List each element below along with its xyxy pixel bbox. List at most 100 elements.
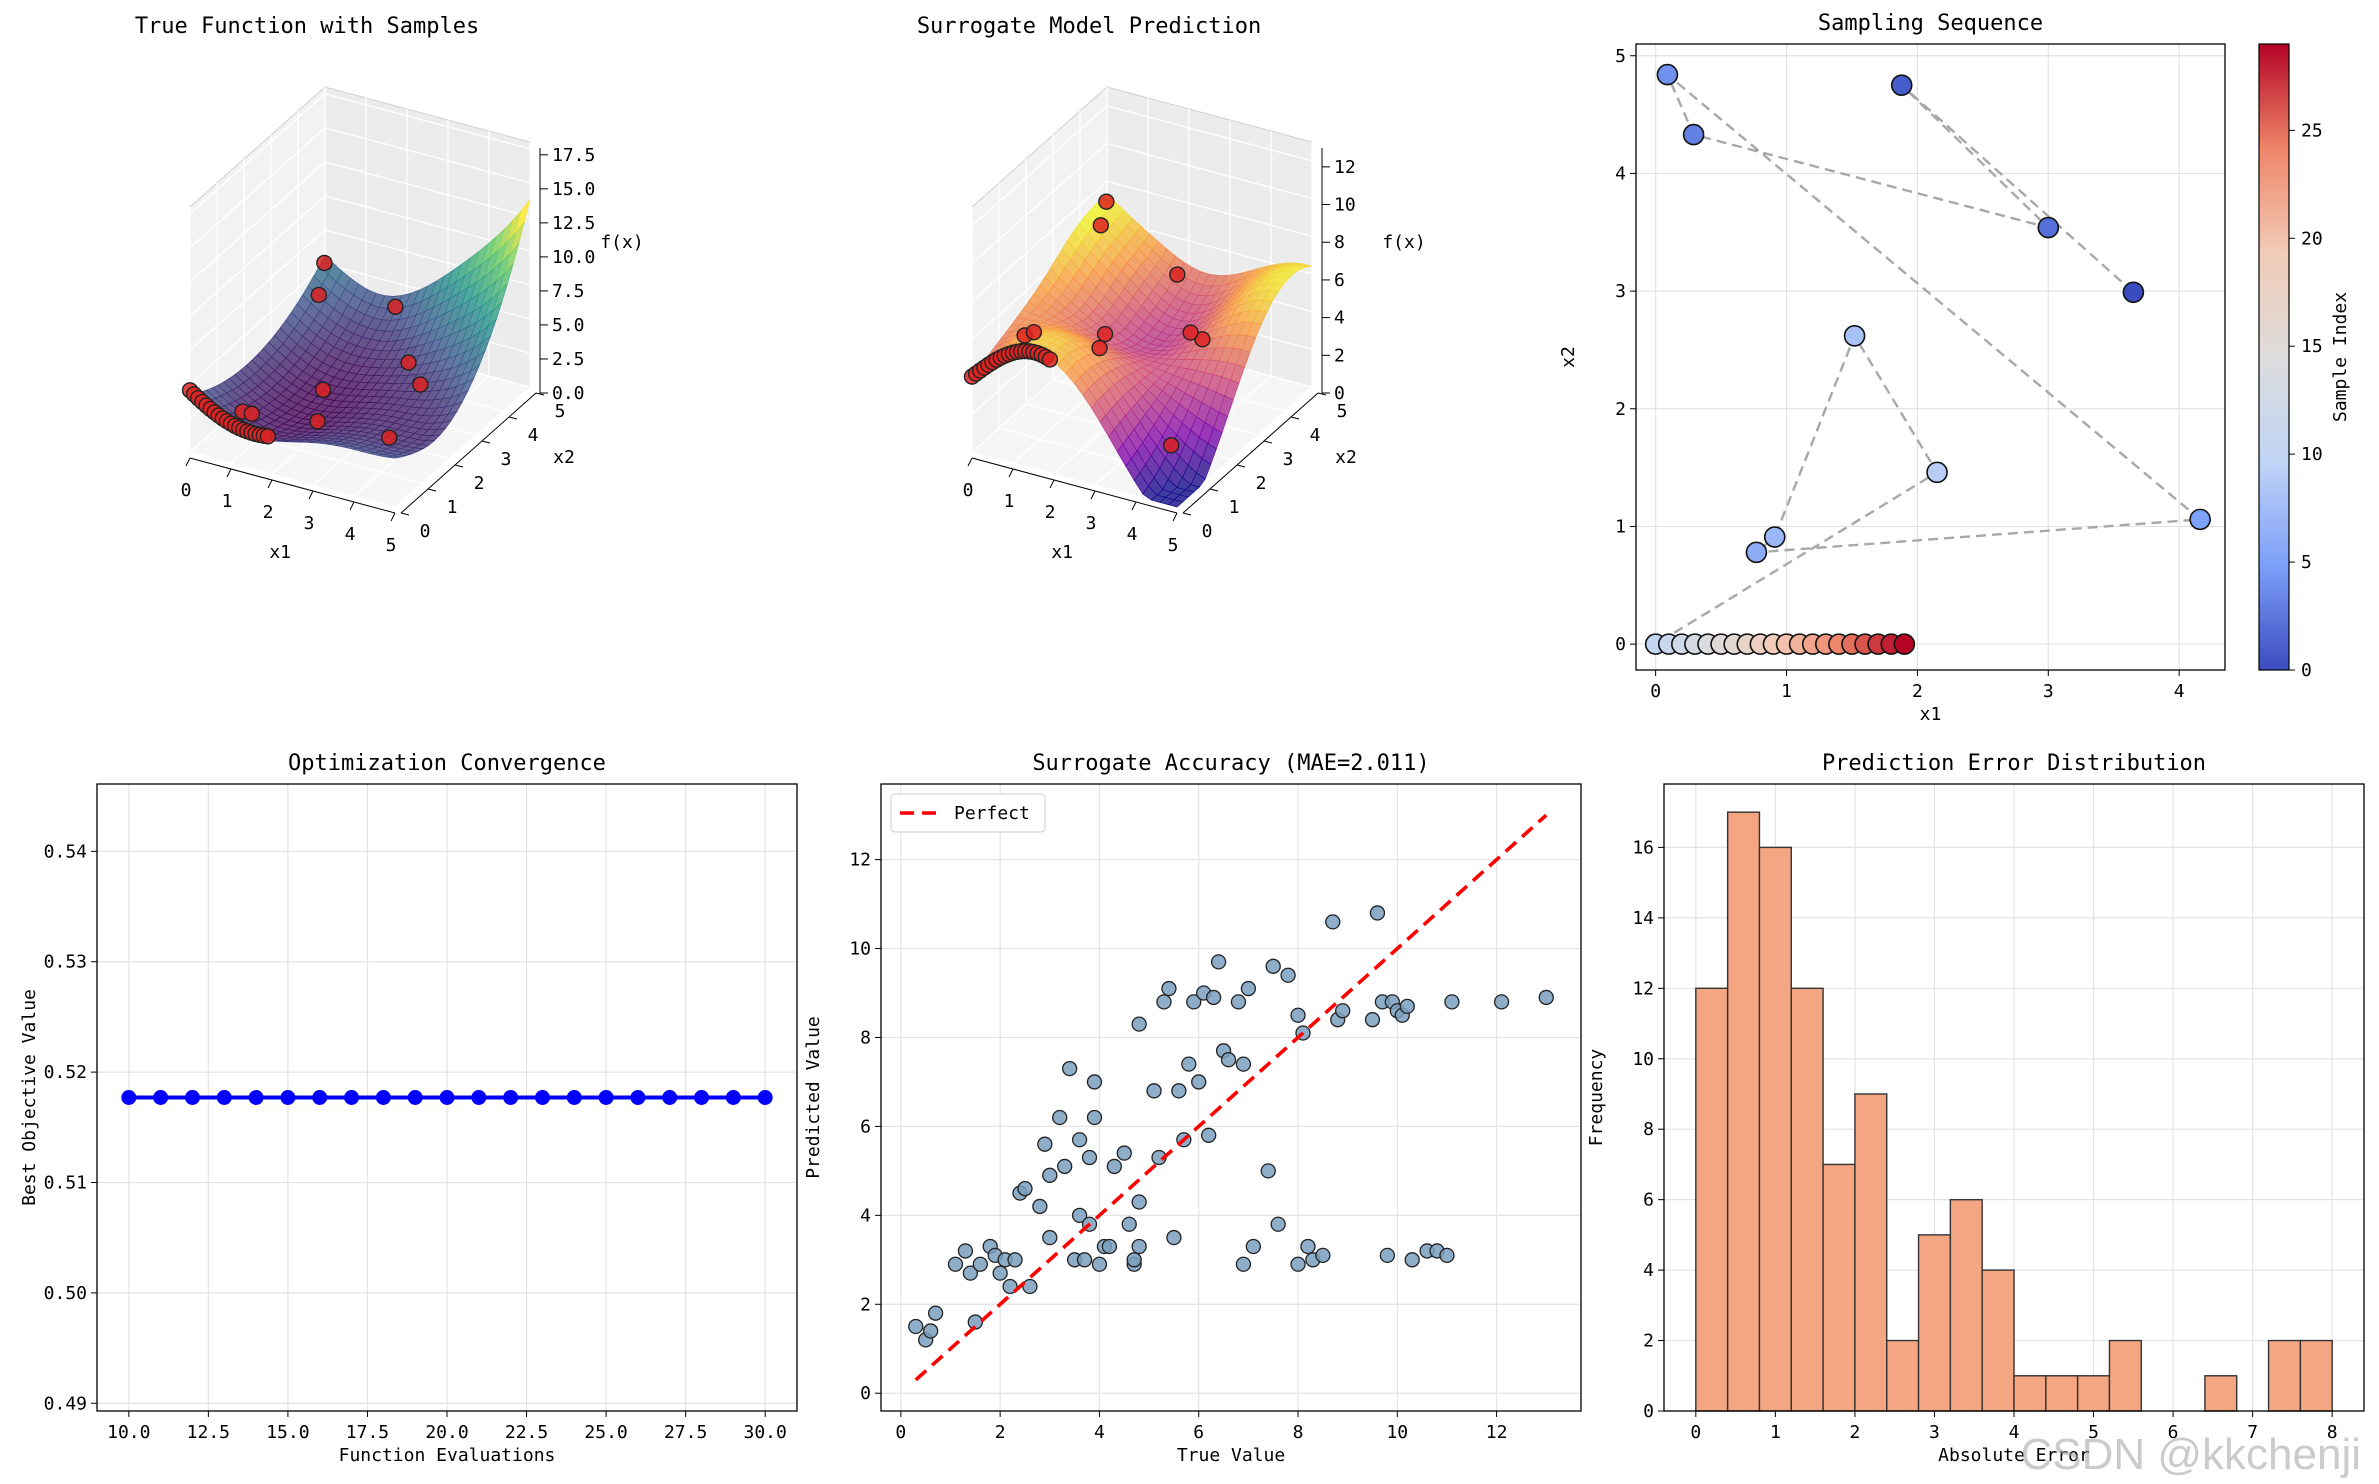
sample-point	[310, 286, 327, 304]
subplot-2: 0 1 2 3 4 0 1 2 3 4 5 Sampling Sequence x1 x2 0 5 10 15 20…	[1558, 11, 2351, 725]
data-point	[1042, 1229, 1058, 1246]
data-point	[184, 1090, 200, 1105]
data-point	[1007, 1252, 1023, 1268]
x-tick-label: 10.0	[107, 1422, 150, 1443]
y-tick-label: 6	[860, 1116, 871, 1137]
x1-axis-line	[189, 457, 396, 514]
data-point	[1091, 1256, 1108, 1272]
data-point	[1439, 1247, 1455, 1264]
chart-title: Surrogate Model Prediction	[917, 14, 1261, 39]
histogram-bar	[2204, 1375, 2238, 1412]
data-point	[1166, 1229, 1182, 1246]
sample-point	[316, 254, 333, 272]
y-tick-label: 4	[1615, 163, 1626, 184]
x1-axis-label: x1	[1051, 542, 1073, 563]
data-point	[1146, 1083, 1162, 1099]
chart-title: Prediction Error Distribution	[1822, 751, 2206, 776]
histogram-bar	[2045, 1375, 2079, 1412]
data-point	[1300, 1238, 1316, 1255]
y-tick-label: 3	[1615, 281, 1626, 302]
data-point	[1106, 1158, 1122, 1175]
data-point	[922, 1323, 939, 1339]
data-point	[1032, 1198, 1048, 1215]
x-tick-label: 3	[2043, 681, 2054, 702]
x1-tick-label: 2	[1045, 502, 1056, 523]
data-point	[1538, 989, 1554, 1006]
histogram-bar	[1949, 1198, 1983, 1412]
x-tick-label: 25.0	[584, 1422, 627, 1443]
data-point	[1022, 1278, 1038, 1295]
data-point	[1315, 1247, 1331, 1264]
z-axis-label: f(x)	[1382, 232, 1425, 253]
y-tick-label: 2	[1615, 399, 1626, 420]
axes-frame	[1663, 783, 2365, 1412]
x2-tick-label: 5	[1337, 401, 1348, 422]
x1-tick-label: 2	[263, 502, 274, 523]
y-tick-label: 5	[1615, 46, 1626, 67]
x2-tick	[1209, 488, 1219, 492]
x-tick-label: 6	[2168, 1422, 2179, 1443]
data-point	[1076, 1252, 1093, 1268]
sample-point	[1041, 351, 1059, 368]
x-tick-label: 30.0	[744, 1422, 787, 1443]
sample-point	[1091, 339, 1108, 357]
data-point	[1335, 1003, 1351, 1019]
x1-tick	[308, 490, 314, 500]
x-tick-label: 7	[2247, 1422, 2258, 1443]
data-point	[1364, 1012, 1381, 1028]
sample-point	[380, 429, 398, 446]
z-tick-label: 7.5	[552, 281, 585, 302]
x-tick-label: 0	[895, 1422, 906, 1443]
data-point	[1057, 1158, 1073, 1175]
data-point	[1379, 1247, 1396, 1264]
y-tick-label: 0	[1615, 634, 1626, 655]
y-tick-label: 12	[849, 850, 871, 871]
data-point	[598, 1090, 614, 1105]
x-tick-label: 12	[1486, 1422, 1508, 1443]
sample-point	[1025, 323, 1043, 341]
data-point	[1181, 1056, 1197, 1072]
x1-tick	[185, 457, 191, 467]
x1-axis-line	[971, 457, 1178, 514]
pane-gridline	[971, 142, 1313, 265]
data-point	[1369, 905, 1386, 921]
data-point	[1270, 1216, 1286, 1232]
y-tick-label: 6	[1643, 1190, 1654, 1211]
x2-tick-label: 2	[1256, 473, 1267, 494]
pane-gridline	[189, 127, 531, 249]
x-tick-label: 0	[1690, 1422, 1701, 1443]
histogram-bar	[1695, 987, 1729, 1412]
y-axis-label: x2	[1558, 346, 1579, 368]
y-tick-label: 8	[1643, 1119, 1654, 1140]
x2-tick-label: 0	[1202, 521, 1213, 542]
x-tick-label: 1	[1770, 1422, 1781, 1443]
x2-tick	[481, 440, 491, 444]
z-tick-label: 15.0	[552, 179, 595, 200]
y-tick-label: 0.49	[44, 1393, 87, 1414]
subplot-3: 10.0 12.5 15.0 17.5 20.0 22.5 25.0 27.5 30.0 0.49…	[19, 751, 798, 1466]
x-tick-label: 17.5	[346, 1422, 389, 1443]
x1-tick-label: 0	[181, 480, 192, 501]
x1-tick-label: 1	[222, 491, 233, 512]
x-tick-label: 4	[2009, 1422, 2020, 1443]
x1-tick	[226, 468, 232, 478]
x2-tick	[427, 488, 437, 492]
z-tick-label: 10.0	[552, 247, 595, 268]
x-tick-label: 0	[1650, 681, 1661, 702]
x-axis-label: True Value	[1177, 1445, 1285, 1466]
x2-tick	[400, 512, 410, 516]
sample-point	[314, 381, 332, 399]
data-point	[1171, 1083, 1187, 1099]
sample-point	[243, 405, 261, 423]
x1-tick	[390, 512, 396, 522]
x1-tick-label: 3	[1086, 513, 1097, 534]
sample-point	[1169, 266, 1186, 283]
colorbar-tick-label: 15	[2301, 336, 2323, 357]
histogram-bar	[1854, 1093, 1888, 1412]
sample-point	[1092, 217, 1110, 234]
sample-point	[400, 354, 417, 371]
sample-point	[1893, 633, 1916, 655]
x-tick-label: 20.0	[425, 1422, 468, 1443]
histogram-bar	[1822, 1163, 1856, 1412]
